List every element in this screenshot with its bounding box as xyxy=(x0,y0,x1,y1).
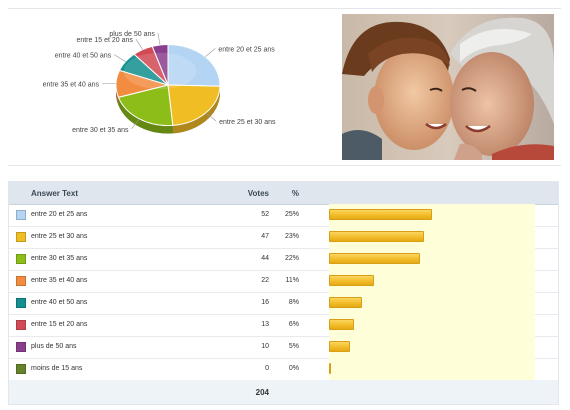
percent-bar xyxy=(329,231,424,242)
answer-text: entre 30 et 35 ans xyxy=(31,255,88,262)
pie-leader-line xyxy=(135,38,143,50)
total-row: 204 xyxy=(9,380,558,404)
pie-leader-line xyxy=(157,33,161,45)
results-table: Answer Text Votes % entre 20 et 25 ans 5… xyxy=(8,181,559,405)
pie-leader-line xyxy=(131,118,140,129)
vote-percent: 25% xyxy=(284,211,299,218)
table-row: entre 40 et 50 ans 16 8% xyxy=(9,292,558,315)
vote-count: 44 xyxy=(261,255,269,262)
column-header-percent: % xyxy=(291,189,299,198)
vote-count: 13 xyxy=(261,321,269,328)
color-swatch xyxy=(16,232,26,242)
percent-bar xyxy=(329,319,354,330)
vote-percent: 5% xyxy=(288,343,299,350)
pie-label: entre 20 et 25 ans xyxy=(218,46,275,53)
table-row: plus de 50 ans 10 5% xyxy=(9,336,558,359)
panel-divider xyxy=(8,165,561,166)
bar-track xyxy=(329,270,535,292)
color-swatch xyxy=(16,320,26,330)
color-swatch xyxy=(16,254,26,264)
bar-track xyxy=(329,292,535,314)
color-swatch xyxy=(16,298,26,308)
answer-text: entre 20 et 25 ans xyxy=(31,211,88,218)
vote-percent: 6% xyxy=(288,321,299,328)
color-swatch xyxy=(16,342,26,352)
vote-count: 22 xyxy=(261,277,269,284)
table-header: Answer Text Votes % xyxy=(9,182,558,205)
bar-track xyxy=(329,314,535,336)
answer-text: entre 25 et 30 ans xyxy=(31,233,88,240)
answer-text: entre 35 et 40 ans xyxy=(31,277,88,284)
color-swatch xyxy=(16,210,26,220)
pie-label: entre 35 et 40 ans xyxy=(43,81,100,88)
pie-label: entre 15 et 20 ans xyxy=(76,37,133,44)
color-swatch xyxy=(16,364,26,374)
answer-text: entre 40 et 50 ans xyxy=(31,299,88,306)
pie-slice xyxy=(167,84,221,126)
vote-count: 10 xyxy=(261,343,269,350)
color-swatch xyxy=(16,276,26,286)
table-row: entre 20 et 25 ans 52 25% xyxy=(9,204,558,227)
percent-bar xyxy=(329,275,375,286)
pie-leader-line xyxy=(113,54,126,62)
table-row: entre 30 et 35 ans 44 22% xyxy=(9,248,558,271)
column-header-answer: Answer Text xyxy=(31,189,78,198)
pie-leader-line xyxy=(205,112,217,122)
pie-chart: entre 20 et 25 ans entre 25 et 30 ans entr… xyxy=(43,31,276,134)
pie-slice-side xyxy=(118,97,173,134)
panel-divider xyxy=(8,8,561,9)
grandmother-and-boy-photo xyxy=(342,14,554,160)
pie-label: plus de 50 ans xyxy=(109,31,155,38)
vote-count: 0 xyxy=(265,365,269,372)
pie-highlight xyxy=(123,52,197,90)
bar-track xyxy=(329,358,535,380)
percent-bar xyxy=(329,253,420,264)
answer-text: moins de 15 ans xyxy=(31,365,83,372)
pie-slice xyxy=(167,43,221,87)
pie-slice xyxy=(151,43,169,86)
pie-slice-side xyxy=(172,86,220,134)
vote-percent: 8% xyxy=(288,299,299,306)
answer-text: plus de 50 ans xyxy=(31,343,77,350)
pie-label: entre 30 et 35 ans xyxy=(72,127,129,134)
table-row: entre 35 et 40 ans 22 11% xyxy=(9,270,558,293)
percent-bar xyxy=(329,363,331,374)
vote-count: 47 xyxy=(261,233,269,240)
pie-label: entre 25 et 30 ans xyxy=(219,119,276,126)
table-row: entre 25 et 30 ans 47 23% xyxy=(9,226,558,249)
table-row: entre 15 et 20 ans 13 6% xyxy=(9,314,558,337)
vote-percent: 0% xyxy=(288,365,299,372)
percent-bar xyxy=(329,297,362,308)
vote-percent: 23% xyxy=(284,233,299,240)
percent-bar xyxy=(329,209,432,220)
column-header-votes: Votes xyxy=(247,189,269,198)
percent-bar xyxy=(329,341,350,352)
pie-label: entre 40 et 50 ans xyxy=(55,53,112,60)
pie-leader-line xyxy=(205,48,216,57)
bar-track xyxy=(329,336,535,358)
answer-text: entre 15 et 20 ans xyxy=(31,321,88,328)
table-row: moins de 15 ans 0 0% xyxy=(9,358,558,381)
total-votes: 204 xyxy=(255,388,269,397)
vote-percent: 11% xyxy=(285,277,300,284)
vote-percent: 22% xyxy=(284,255,299,262)
vote-count: 52 xyxy=(261,211,269,218)
vote-count: 16 xyxy=(261,299,269,306)
